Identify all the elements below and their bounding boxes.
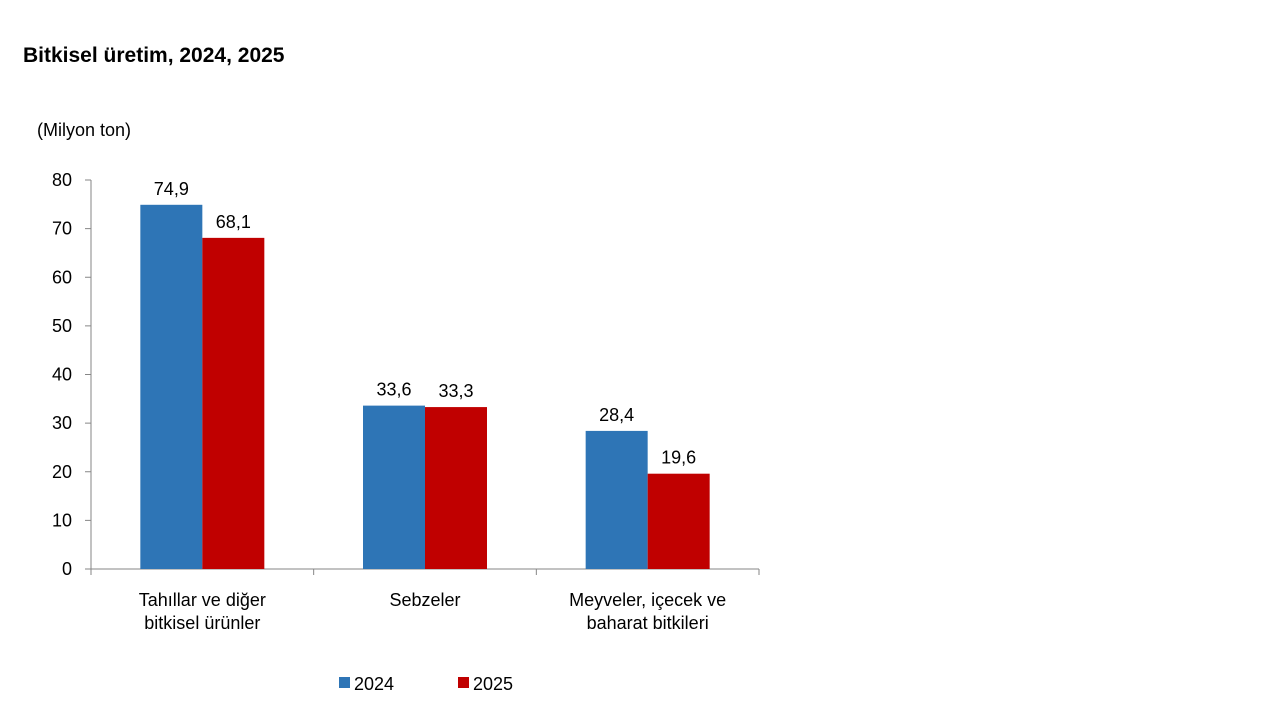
data-label: 68,1 [216,212,251,232]
category-labels: Tahıllar ve diğer bitkisel ürünler Sebzele… [139,590,726,633]
category-label: baharat bitkileri [587,613,709,633]
y-tick-label: 80 [52,170,72,190]
legend-swatch-2025 [458,677,469,688]
x-axis-ticks [90,569,760,575]
legend-label: 2024 [354,674,394,694]
category-label: Meyveler, içecek ve [569,590,726,610]
chart-title: Bitkisel üretim, 2024, 2025 [23,44,285,67]
legend-swatch-2024 [339,677,350,688]
bar-2025-2 [647,473,710,569]
y-tick-label: 60 [52,267,72,287]
y-tick-label: 40 [52,365,72,385]
category-label: Tahıllar ve diğer [139,590,266,610]
data-label: 28,4 [599,405,634,425]
legend: 2024 2025 [339,674,513,694]
data-label: 74,9 [154,179,189,199]
y-tick-label: 70 [52,219,72,239]
y-tick-label: 20 [52,462,72,482]
y-tick-label: 0 [62,559,72,579]
bar-2024-2 [585,430,648,569]
bars [140,204,710,569]
bar-2025-0 [202,237,265,569]
data-labels: 74,9 68,1 33,6 33,3 28,4 19,6 [154,179,696,468]
y-axis-ticks: 0 10 20 30 40 50 60 70 80 [52,170,91,579]
data-label: 33,6 [376,380,411,400]
y-tick-label: 10 [52,510,72,530]
y-axis-unit-label: (Milyon ton) [37,120,131,140]
legend-label: 2025 [473,674,513,694]
data-label: 33,3 [438,381,473,401]
category-label: bitkisel ürünler [144,613,260,633]
bar-2025-1 [425,407,487,569]
y-tick-label: 30 [52,413,72,433]
bar-2024-1 [363,405,425,569]
category-label: Sebzeler [389,590,460,610]
y-tick-label: 50 [52,316,72,336]
bar-2024-0 [140,204,203,569]
data-label: 19,6 [661,448,696,468]
